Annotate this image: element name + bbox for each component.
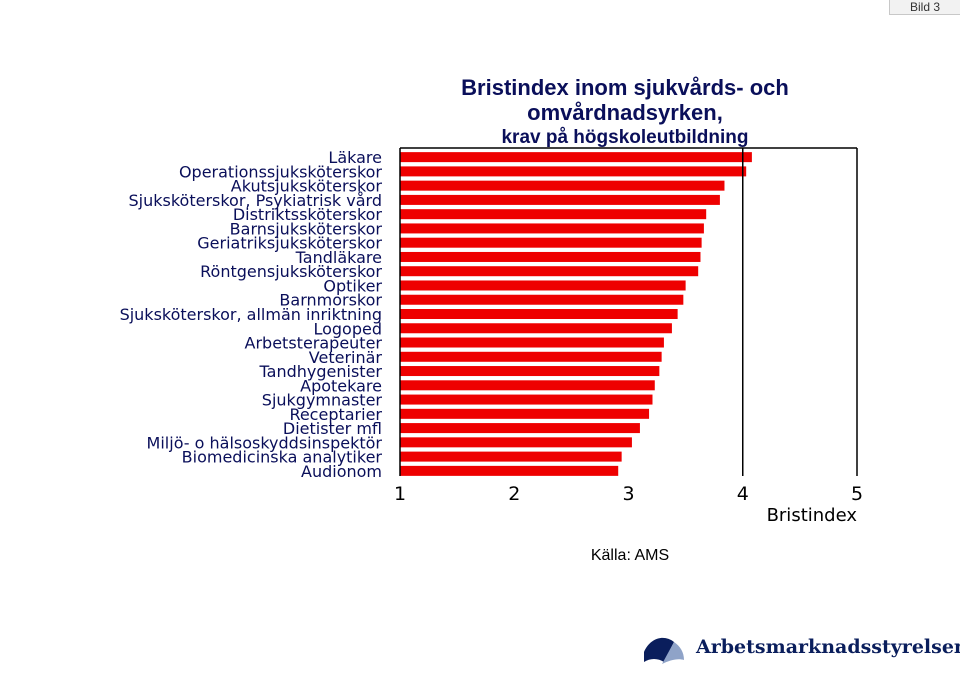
bar-16	[400, 366, 660, 377]
x-tick-label-2: 2	[508, 483, 520, 505]
slide-number-badge: Bild 3	[889, 0, 960, 15]
bar-9	[400, 266, 699, 277]
chart-title-line1: Bristindex inom sjukvårds- och	[461, 75, 789, 100]
category-label-6: Barnsjuksköterskor	[230, 219, 383, 238]
category-label-16: Tandhygenister	[259, 362, 383, 381]
category-label-9: Röntgensjuksköterskor	[200, 262, 382, 281]
category-label-1: Läkare	[328, 148, 382, 167]
x-tick-label-4: 4	[737, 483, 749, 505]
category-label-8: Tandläkare	[295, 248, 382, 267]
category-label-17: Apotekare	[300, 376, 382, 395]
category-label-2: Operationssjuksköterskor	[179, 162, 382, 181]
axes	[399, 147, 858, 476]
bar-1	[400, 152, 752, 163]
bar-23	[400, 465, 619, 476]
bar-20	[400, 423, 640, 434]
category-label-23: Audionom	[301, 462, 382, 481]
bar-7	[400, 237, 702, 248]
bar-19	[400, 408, 650, 419]
ams-logo-icon	[644, 637, 684, 664]
category-label-10: Optiker	[323, 276, 382, 295]
bar-2	[400, 166, 747, 177]
category-label-5: Distriktssköterskor	[233, 205, 383, 224]
ams-logo: Arbetsmarknadsstyrelsen	[640, 628, 960, 672]
ams-logo-text: Arbetsmarknadsstyrelsen	[696, 636, 960, 658]
x-axis-title: Bristindex	[767, 505, 858, 526]
category-label-13: Logoped	[313, 319, 382, 338]
category-label-12: Sjuksköterskor, allmän inriktning	[120, 305, 382, 324]
category-label-22: Biomedicinska analytiker	[182, 448, 383, 467]
bar-3	[400, 180, 725, 191]
chart-title-line2: omvårdnadsyrken,	[527, 100, 723, 125]
x-tick-labels: 1 2 3 4 5	[394, 483, 863, 505]
x-tick-label-1: 1	[394, 483, 406, 505]
bars	[400, 152, 752, 476]
category-label-7: Geriatriksjuksköterskor	[197, 234, 382, 253]
category-label-18: Sjukgymnaster	[262, 391, 383, 410]
bar-10	[400, 280, 686, 291]
bar-15	[400, 351, 662, 362]
bar-12	[400, 309, 678, 319]
category-label-21: Miljö- o hälsoskyddsinspektör	[147, 433, 383, 452]
x-tick-label-3: 3	[622, 483, 634, 505]
x-tick-label-5: 5	[851, 483, 863, 505]
category-label-20: Dietister mfl	[283, 419, 382, 438]
category-labels: LäkareOperationssjuksköterskorAkutsjuksk…	[120, 148, 383, 481]
bar-22	[400, 451, 622, 462]
chart-subtitle: krav på högskoleutbildning	[501, 127, 749, 148]
bar-4	[400, 194, 720, 205]
category-label-14: Arbetsterapeuter	[245, 334, 383, 353]
bar-17	[400, 380, 655, 391]
bar-14	[400, 337, 664, 348]
category-label-19: Receptarier	[289, 405, 382, 424]
bar-18	[400, 394, 653, 405]
source-note: Källa: AMS	[590, 547, 670, 564]
bar-13	[400, 323, 672, 334]
bar-21	[400, 437, 632, 448]
bar-5	[400, 209, 707, 220]
category-label-15: Veterinär	[309, 348, 383, 367]
bar-8	[400, 251, 701, 262]
category-label-4: Sjuksköterskor, Psykiatrisk vård	[129, 191, 383, 210]
category-label-11: Barnmorskor	[279, 291, 382, 310]
bar-11	[400, 294, 684, 305]
category-label-3: Akutsjuksköterskor	[231, 177, 383, 196]
bar-6	[400, 223, 704, 234]
bar-chart: LäkareOperationssjuksköterskorAkutsjuksk…	[120, 147, 863, 526]
